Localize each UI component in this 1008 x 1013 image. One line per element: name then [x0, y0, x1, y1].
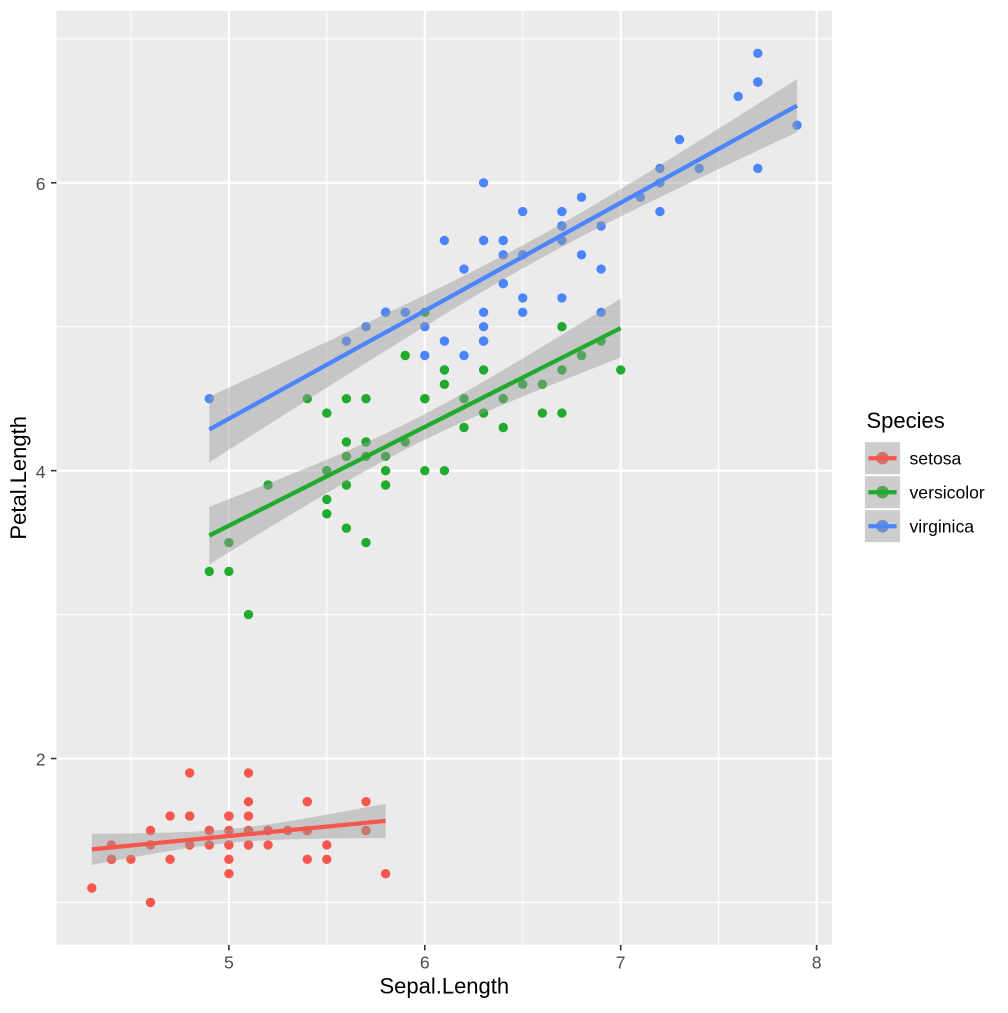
- svg-text:Sepal.Length: Sepal.Length: [379, 974, 509, 999]
- svg-text:virginica: virginica: [910, 517, 975, 537]
- svg-text:2: 2: [36, 750, 46, 770]
- svg-text:8: 8: [812, 952, 822, 972]
- svg-text:Petal.Length: Petal.Length: [6, 416, 31, 540]
- svg-text:4: 4: [36, 462, 46, 482]
- svg-text:versicolor: versicolor: [910, 483, 985, 503]
- svg-text:6: 6: [420, 952, 430, 972]
- svg-text:7: 7: [616, 952, 626, 972]
- svg-text:Species: Species: [867, 408, 945, 433]
- svg-text:6: 6: [36, 174, 46, 194]
- svg-text:5: 5: [224, 952, 234, 972]
- svg-text:setosa: setosa: [910, 449, 962, 469]
